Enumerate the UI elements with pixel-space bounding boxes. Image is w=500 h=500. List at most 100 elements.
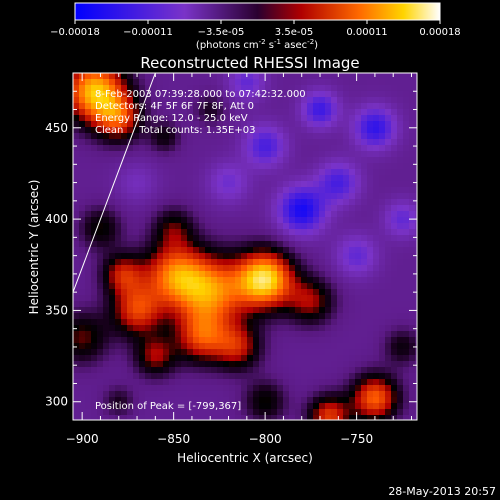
- heatmap-cell: [139, 217, 146, 224]
- heatmap-cell: [337, 205, 344, 212]
- heatmap-cell: [319, 175, 326, 182]
- heatmap-cell: [313, 325, 320, 332]
- heatmap-cell: [379, 193, 386, 200]
- heatmap-cell: [121, 277, 128, 284]
- heatmap-cell: [271, 91, 278, 98]
- heatmap-cell: [391, 391, 398, 398]
- heatmap-cell: [409, 409, 416, 416]
- heatmap-cell: [229, 169, 236, 176]
- heatmap-cell: [343, 241, 350, 248]
- heatmap-cell: [175, 205, 182, 212]
- heatmap-cell: [151, 307, 158, 314]
- heatmap-cell: [217, 241, 224, 248]
- heatmap-cell: [181, 103, 188, 110]
- heatmap-cell: [205, 259, 212, 266]
- heatmap-cell: [169, 235, 176, 242]
- heatmap-cell: [265, 373, 272, 380]
- heatmap-cell: [229, 313, 236, 320]
- heatmap-cell: [79, 385, 86, 392]
- heatmap-cell: [403, 265, 410, 272]
- heatmap-cell: [397, 205, 404, 212]
- heatmap-cell: [211, 367, 218, 374]
- heatmap-cell: [73, 121, 80, 128]
- heatmap-cell: [217, 199, 224, 206]
- heatmap-cell: [115, 367, 122, 374]
- heatmap-cell: [193, 313, 200, 320]
- heatmap-cell: [91, 265, 98, 272]
- heatmap-cell: [199, 175, 206, 182]
- heatmap-cell: [91, 103, 98, 110]
- heatmap-cell: [235, 283, 242, 290]
- heatmap-cell: [313, 145, 320, 152]
- heatmap-cell: [313, 163, 320, 170]
- heatmap-cell: [397, 199, 404, 206]
- heatmap-cell: [199, 307, 206, 314]
- heatmap-cell: [163, 169, 170, 176]
- heatmap-cell: [241, 367, 248, 374]
- heatmap-cell: [205, 175, 212, 182]
- heatmap-cell: [343, 253, 350, 260]
- heatmap-cell: [373, 391, 380, 398]
- heatmap-cell: [247, 343, 254, 350]
- heatmap-cell: [367, 283, 374, 290]
- heatmap-cell: [211, 355, 218, 362]
- heatmap-cell: [247, 259, 254, 266]
- heatmap-cell: [163, 175, 170, 182]
- heatmap-cell: [253, 121, 260, 128]
- heatmap-cell: [283, 373, 290, 380]
- heatmap-cell: [103, 385, 110, 392]
- heatmap-cell: [133, 307, 140, 314]
- heatmap-cell: [109, 367, 116, 374]
- heatmap-cell: [163, 157, 170, 164]
- heatmap-cell: [241, 217, 248, 224]
- heatmap-cell: [379, 175, 386, 182]
- heatmap-cell: [253, 355, 260, 362]
- heatmap-cell: [151, 253, 158, 260]
- heatmap-cell: [139, 301, 146, 308]
- heatmap-cell: [223, 325, 230, 332]
- heatmap-cell: [241, 253, 248, 260]
- heatmap-cell: [241, 349, 248, 356]
- heatmap-cell: [415, 385, 417, 392]
- heatmap-cell: [355, 169, 362, 176]
- heatmap-cell: [331, 187, 338, 194]
- heatmap-cell: [349, 115, 356, 122]
- heatmap-cell: [313, 355, 320, 362]
- heatmap-cell: [91, 301, 98, 308]
- heatmap-cell: [289, 115, 296, 122]
- heatmap-cell: [331, 115, 338, 122]
- heatmap-cell: [283, 79, 290, 86]
- heatmap-cell: [151, 337, 158, 344]
- heatmap-cell: [301, 379, 308, 386]
- heatmap-cell: [157, 187, 164, 194]
- heatmap-cell: [211, 289, 218, 296]
- heatmap-cell: [301, 313, 308, 320]
- heatmap-cell: [337, 157, 344, 164]
- heatmap-cell: [391, 175, 398, 182]
- heatmap-cell: [145, 103, 152, 110]
- heatmap-cell: [235, 325, 242, 332]
- heatmap-cell: [313, 133, 320, 140]
- heatmap-cell: [415, 163, 417, 170]
- heatmap-cell: [361, 403, 368, 410]
- heatmap-cell: [127, 157, 134, 164]
- heatmap-cell: [265, 241, 272, 248]
- heatmap-cell: [103, 349, 110, 356]
- heatmap-cell: [343, 301, 350, 308]
- heatmap-cell: [349, 307, 356, 314]
- heatmap-cell: [79, 313, 86, 320]
- heatmap-cell: [373, 277, 380, 284]
- heatmap-cell: [217, 355, 224, 362]
- heatmap-cell: [403, 253, 410, 260]
- heatmap-cell: [337, 175, 344, 182]
- heatmap-cell: [235, 313, 242, 320]
- heatmap-cell: [133, 325, 140, 332]
- heatmap-cell: [145, 379, 152, 386]
- heatmap-cell: [259, 175, 266, 182]
- heatmap-cell: [223, 403, 230, 410]
- heatmap-cell: [277, 349, 284, 356]
- heatmap-cell: [199, 169, 206, 176]
- heatmap-cell: [97, 205, 104, 212]
- heatmap-cell: [355, 403, 362, 410]
- heatmap-cell: [319, 265, 326, 272]
